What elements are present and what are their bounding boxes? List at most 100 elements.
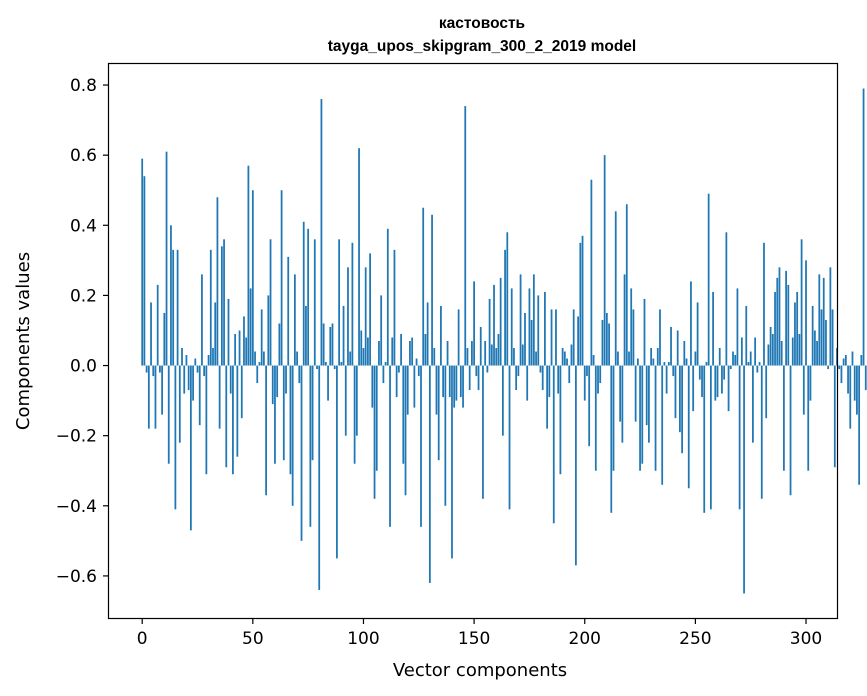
bar (428, 365, 431, 583)
bar (687, 365, 690, 489)
bar (738, 365, 741, 510)
bar (718, 348, 721, 366)
bar (247, 165, 250, 366)
bar (349, 351, 352, 366)
bar (552, 365, 555, 524)
x-tick-label: 0 (137, 629, 148, 649)
bar (187, 365, 190, 391)
bar (406, 365, 409, 415)
bar (152, 365, 155, 377)
bar (599, 365, 602, 384)
bar (577, 316, 579, 366)
bar (670, 326, 672, 366)
bar (163, 312, 166, 366)
bar (648, 365, 650, 443)
bar (327, 365, 329, 401)
bar (864, 365, 867, 391)
bar (433, 348, 436, 366)
bar (209, 249, 212, 366)
bar (238, 330, 241, 366)
bar (380, 295, 383, 366)
bar (411, 337, 414, 366)
bar (555, 309, 557, 366)
bar (371, 365, 374, 408)
bar (362, 348, 365, 366)
bar (504, 249, 506, 366)
bar (300, 365, 303, 541)
bar (639, 365, 641, 471)
bar (316, 365, 318, 370)
bar (588, 365, 591, 447)
bar (780, 341, 783, 366)
y-tick-label: −0.6 (56, 567, 97, 587)
bar (625, 204, 628, 366)
bar (608, 323, 610, 366)
bar (683, 341, 686, 366)
x-axis-label: Vector components (393, 660, 567, 681)
bar (842, 358, 845, 366)
bar (798, 333, 801, 366)
bar (849, 365, 852, 429)
bar (579, 242, 582, 366)
bar (422, 207, 425, 366)
bar (707, 193, 710, 366)
bar (785, 270, 787, 366)
bar (698, 365, 701, 380)
bar (141, 158, 144, 366)
bar (809, 365, 812, 401)
bar (513, 348, 515, 366)
bar (214, 302, 217, 366)
bar (592, 355, 595, 366)
bar (154, 365, 157, 429)
bar (858, 365, 861, 485)
bar (161, 365, 163, 415)
bar (566, 358, 568, 366)
bar (822, 277, 825, 366)
bar (528, 288, 531, 366)
bar (840, 365, 843, 384)
bar (714, 365, 717, 401)
bar (760, 365, 763, 499)
bar (395, 365, 398, 398)
bar (462, 365, 464, 408)
bar (681, 365, 683, 454)
bar (369, 253, 371, 366)
bar (747, 362, 750, 366)
bar (572, 309, 575, 366)
bar (601, 319, 604, 366)
bar (776, 277, 779, 366)
bar (393, 249, 396, 366)
bar (654, 365, 657, 471)
bar (740, 337, 743, 366)
bar (734, 355, 737, 366)
bar (701, 365, 703, 398)
bar (276, 365, 279, 398)
bar (437, 365, 440, 461)
bar (685, 358, 688, 366)
bar (548, 365, 551, 398)
bar (510, 288, 513, 366)
bar (254, 351, 256, 366)
bar (240, 365, 243, 419)
y-tick-label: 0.6 (70, 146, 97, 166)
bar (402, 365, 405, 464)
bar (382, 365, 385, 384)
bar (628, 351, 630, 366)
bar (156, 284, 159, 366)
bar (145, 365, 148, 373)
bar (189, 365, 192, 531)
bar (778, 267, 781, 366)
bar (499, 277, 502, 366)
bar (712, 291, 714, 366)
bar (227, 298, 230, 366)
bar (391, 337, 394, 366)
bar (468, 365, 471, 391)
bar (594, 365, 597, 471)
bar (336, 365, 338, 559)
bar (378, 341, 380, 366)
bar (415, 358, 418, 366)
bar (271, 365, 274, 405)
bar (417, 365, 420, 377)
bar (185, 355, 188, 366)
bar (796, 291, 799, 366)
